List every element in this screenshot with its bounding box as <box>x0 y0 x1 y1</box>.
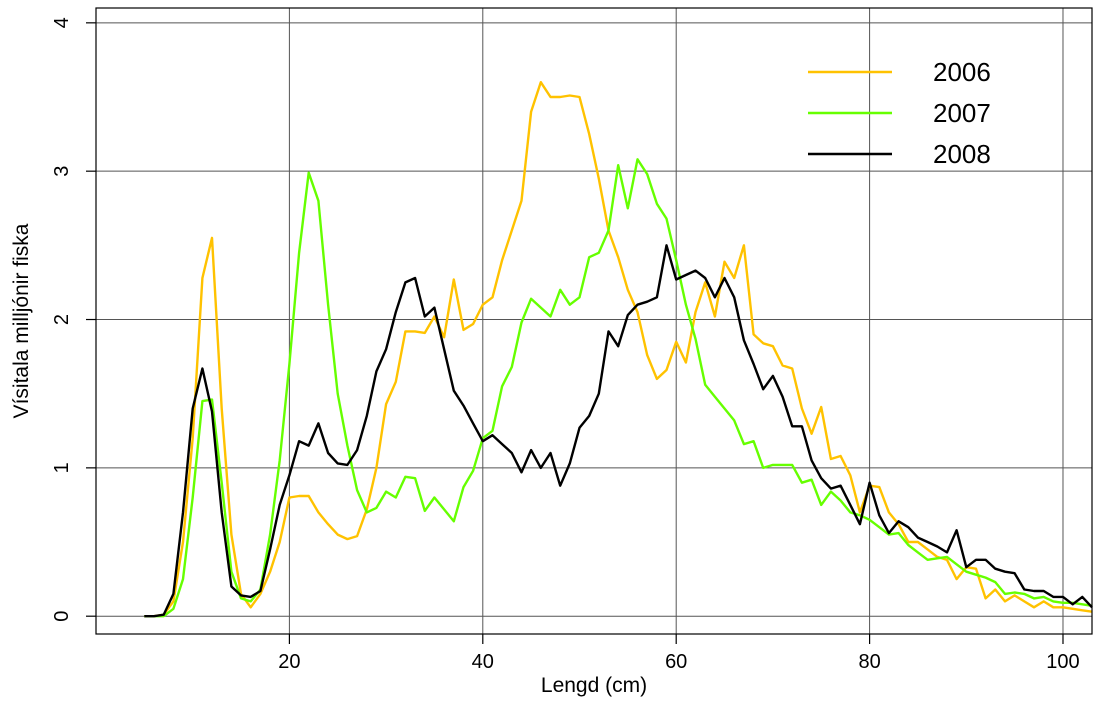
x-tick-label: 40 <box>472 651 494 673</box>
y-tick-label: 0 <box>51 611 73 622</box>
x-tick-label: 100 <box>1046 651 1079 673</box>
series-line-2008 <box>144 244 1093 618</box>
y-axis-label: Vísitala milljónir fiska <box>10 223 33 418</box>
y-axis: 0 1 2 3 4 <box>51 17 96 622</box>
series-layer <box>144 80 1093 618</box>
x-axis: 20 40 60 80 100 <box>278 634 1080 673</box>
grid <box>96 8 1092 634</box>
y-tick-label: 2 <box>51 314 73 325</box>
series-line-2007 <box>144 158 1093 618</box>
legend-label-2006: 2006 <box>933 57 991 87</box>
series-line-2006 <box>144 80 1093 618</box>
legend-label-2008: 2008 <box>933 139 991 169</box>
legend: 2006 2007 2008 <box>808 57 991 169</box>
y-tick-label: 3 <box>51 166 73 177</box>
x-axis-label: Lengd (cm) <box>541 674 647 697</box>
x-tick-label: 60 <box>665 651 687 673</box>
x-tick-label: 20 <box>278 651 300 673</box>
y-tick-label: 1 <box>51 462 73 473</box>
legend-label-2007: 2007 <box>933 98 991 128</box>
plot-frame <box>95 7 1093 635</box>
y-tick-label: 4 <box>51 17 73 28</box>
x-tick-label: 80 <box>858 651 880 673</box>
